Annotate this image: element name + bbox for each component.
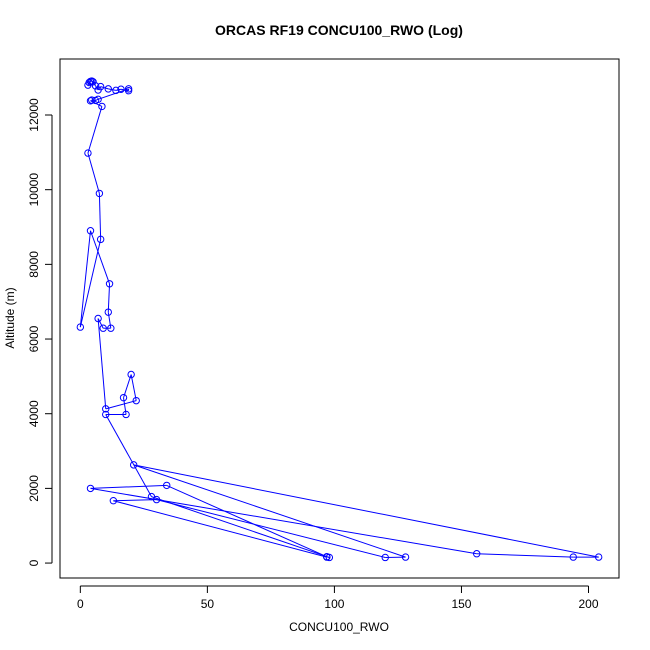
- series-segment: [326, 556, 330, 558]
- data-point: [86, 227, 95, 235]
- x-axis-label: CONCU100_RWO: [289, 620, 389, 634]
- series-segment: [87, 106, 103, 154]
- data-point: [91, 96, 100, 105]
- data-point: [132, 396, 140, 405]
- data-point: [107, 324, 115, 332]
- series-segment: [90, 230, 111, 284]
- data-point: [88, 77, 96, 85]
- series-segment: [97, 318, 104, 329]
- data-point: [569, 553, 577, 561]
- series-segment: [100, 86, 109, 90]
- data-point: [112, 86, 120, 95]
- y-axis: 0 2000 4000 6000 8000 10000 12000: [27, 98, 53, 566]
- data-point: [86, 484, 95, 493]
- y-tick-label: 4000: [27, 400, 41, 427]
- series-segment: [156, 499, 386, 558]
- data-point: [594, 553, 603, 561]
- series-points: [76, 77, 603, 562]
- series-segment: [166, 484, 327, 558]
- x-tick-label: 50: [201, 597, 215, 611]
- series-segment: [107, 283, 111, 313]
- x-tick-label: 150: [451, 597, 471, 611]
- data-point: [99, 324, 107, 332]
- data-point: [104, 85, 112, 93]
- series-segment: [87, 152, 100, 194]
- data-point: [76, 323, 85, 331]
- x-axis: 0 50 100 150 200: [77, 585, 599, 611]
- data-point: [102, 405, 110, 413]
- series-segment: [105, 400, 137, 410]
- data-point: [381, 553, 389, 562]
- series-segment: [107, 312, 112, 329]
- data-point: [104, 308, 112, 316]
- data-point: [117, 85, 125, 93]
- y-tick-label: 10000: [27, 173, 41, 207]
- data-point: [152, 495, 161, 504]
- series-segment: [97, 318, 107, 409]
- data-point: [105, 280, 114, 288]
- series-segment: [90, 484, 167, 489]
- series-segment: [133, 464, 599, 558]
- series-segment: [98, 193, 102, 240]
- x-tick-label: 0: [77, 597, 84, 611]
- series-segment: [79, 230, 91, 328]
- data-point: [86, 97, 95, 105]
- series-segment: [476, 553, 574, 558]
- data-point: [91, 82, 100, 90]
- data-point: [323, 553, 331, 561]
- data-point: [129, 461, 138, 469]
- series-segment: [130, 374, 137, 401]
- chart-title: ORCAS RF19 CONCU100_RWO (Log): [215, 22, 463, 38]
- data-point: [96, 82, 105, 91]
- data-point: [127, 370, 135, 379]
- x-tick-label: 100: [324, 597, 344, 611]
- x-tick-label: 200: [578, 597, 598, 611]
- series-segment: [95, 98, 99, 101]
- data-point: [84, 149, 92, 157]
- series-lines: [79, 80, 599, 558]
- y-tick-label: 0: [27, 559, 41, 566]
- data-point: [109, 497, 118, 505]
- series-segment: [95, 85, 99, 91]
- data-point: [124, 87, 133, 95]
- series-segment: [113, 500, 327, 558]
- y-tick-label: 12000: [27, 98, 41, 132]
- y-tick-label: 6000: [27, 325, 41, 352]
- data-point: [95, 189, 104, 198]
- data-point: [119, 393, 128, 402]
- data-point: [122, 410, 130, 419]
- y-tick-label: 8000: [27, 251, 41, 278]
- plot-frame: [59, 58, 620, 579]
- data-point: [102, 410, 110, 419]
- series-segment: [108, 88, 116, 91]
- data-point: [98, 102, 106, 111]
- data-point: [89, 78, 97, 86]
- series-segment: [79, 239, 102, 328]
- data-point: [94, 314, 102, 323]
- data-point: [96, 235, 105, 244]
- series-segment: [133, 464, 406, 558]
- series-segment: [115, 88, 122, 91]
- y-axis-label: Altitude (m): [3, 287, 17, 348]
- y-tick-label: 2000: [27, 475, 41, 502]
- series-segment: [113, 499, 157, 502]
- series-segment: [123, 374, 132, 398]
- data-point: [124, 85, 133, 93]
- data-point: [88, 96, 96, 104]
- series-segment: [151, 496, 330, 558]
- data-point: [401, 553, 410, 561]
- series-segment: [105, 414, 152, 497]
- data-point: [163, 481, 171, 490]
- data-point: [473, 550, 481, 558]
